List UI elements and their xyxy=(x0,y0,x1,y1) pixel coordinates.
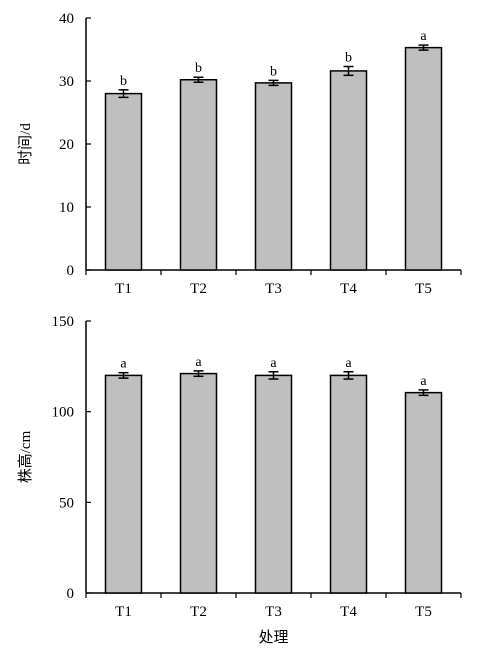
bar xyxy=(404,391,443,594)
significance-label: a xyxy=(120,357,127,372)
y-tick-label: 50 xyxy=(59,495,74,511)
significance-label: b xyxy=(345,51,352,66)
bar xyxy=(254,82,293,271)
significance-label: a xyxy=(270,356,277,371)
significance-label: a xyxy=(420,374,427,389)
y-tick-label: 40 xyxy=(59,11,74,27)
significance-label: a xyxy=(195,355,202,370)
bar xyxy=(404,46,443,271)
x-tick-label: T3 xyxy=(265,281,282,297)
bar xyxy=(104,374,143,594)
x-axis-title: 处理 xyxy=(258,629,288,646)
y-tick-label: 30 xyxy=(59,74,74,90)
bar xyxy=(179,372,218,594)
bar xyxy=(329,70,368,271)
y-tick-label: 150 xyxy=(52,314,75,330)
chart-plant-height: 0 50 100 150 a T1 a T2 a T3 a T4 a T5 株高/cm 处理 xyxy=(17,314,462,646)
y-axis-title: 株高/cm xyxy=(17,430,34,483)
x-tick-label: T5 xyxy=(415,281,432,297)
y-tick-label: 100 xyxy=(52,405,75,421)
y-tick-label: 10 xyxy=(59,200,74,216)
x-tick-label: T3 xyxy=(265,604,282,620)
significance-label: a xyxy=(345,356,352,371)
x-tick-label: T4 xyxy=(340,281,357,297)
y-tick-label: 0 xyxy=(67,263,75,279)
bar xyxy=(254,374,293,594)
x-tick-label: T5 xyxy=(415,604,432,620)
x-tick-label: T4 xyxy=(340,604,357,620)
chart-time: 0 10 20 30 40 b T1 b T2 b T3 b T4 a T5 时间/d xyxy=(17,11,462,297)
significance-label: b xyxy=(270,64,277,79)
y-axis-title: 时间/d xyxy=(17,123,34,165)
x-tick-label: T2 xyxy=(190,604,207,620)
x-tick-label: T2 xyxy=(190,281,207,297)
significance-label: b xyxy=(195,61,202,76)
significance-label: a xyxy=(420,29,427,44)
x-tick-label: T1 xyxy=(115,281,132,297)
bar xyxy=(329,374,368,594)
y-tick-label: 20 xyxy=(59,137,74,153)
x-tick-label: T1 xyxy=(115,604,132,620)
bar xyxy=(104,92,143,271)
significance-label: b xyxy=(120,74,127,89)
bar xyxy=(179,78,218,271)
y-tick-label: 0 xyxy=(67,586,75,602)
